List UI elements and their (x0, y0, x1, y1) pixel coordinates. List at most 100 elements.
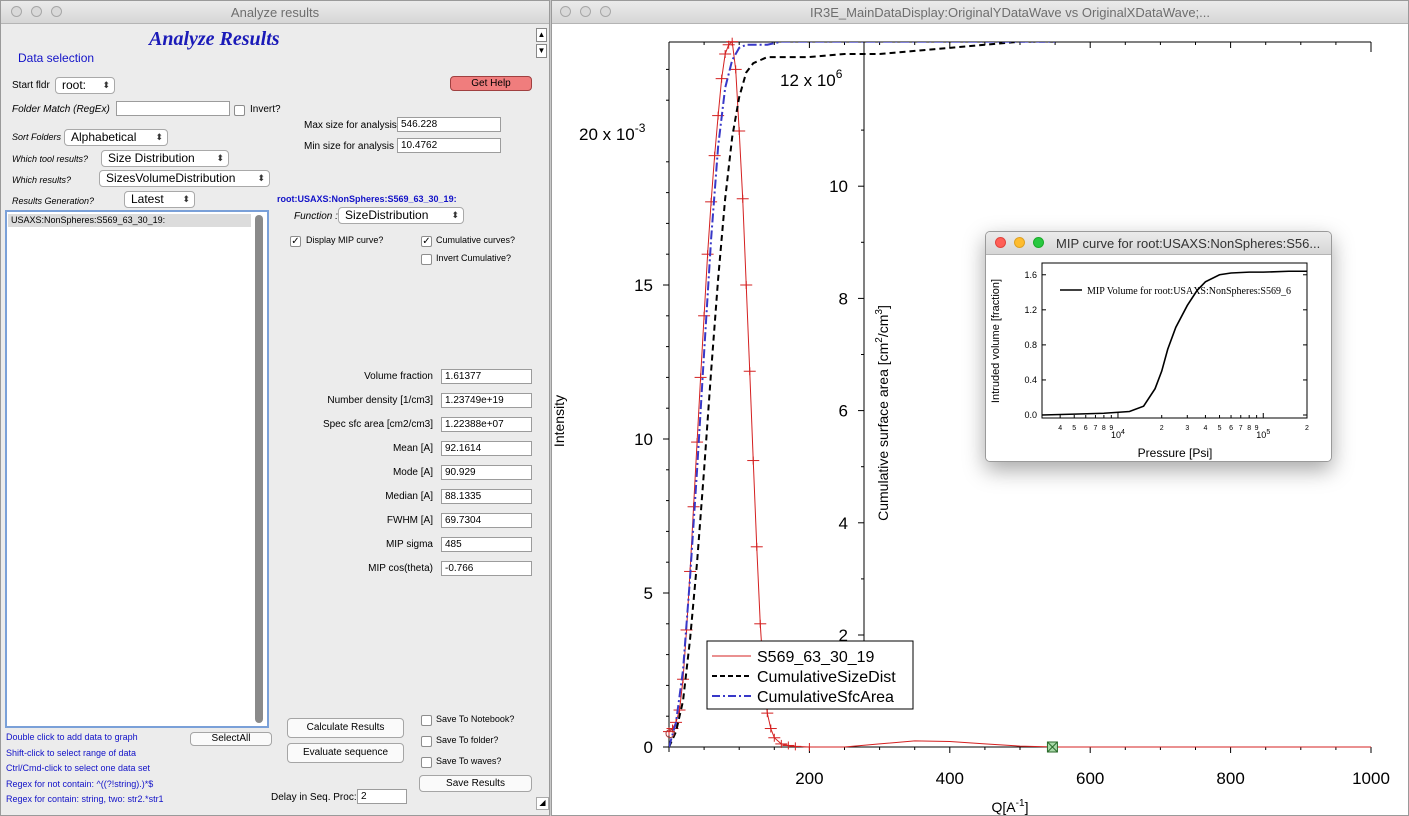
which-results-label: Which results? (12, 175, 72, 185)
function-select[interactable]: SizeDistribution ⬍ (338, 207, 464, 224)
function-value: SizeDistribution (345, 208, 429, 222)
y-left-tick-label: 0 (644, 738, 653, 757)
result-label: MIP cos(theta) (368, 563, 433, 574)
display-mip-label: Display MIP curve? (306, 235, 384, 245)
window-title: Analyze results (230, 5, 320, 20)
result-label: Volume fraction (364, 371, 433, 382)
series-line-1 (669, 42, 1056, 748)
close-icon[interactable] (11, 6, 22, 17)
mip-x-minor-label: 2 (1305, 425, 1309, 432)
display-mip-checkbox[interactable]: ✓ (290, 236, 301, 247)
x-tick-label: 400 (936, 769, 964, 788)
analyze-window-titlebar[interactable]: Analyze results (1, 1, 549, 24)
help-line: Shift-click to select range of data (6, 747, 137, 758)
sort-folders-label: Sort Folders (12, 132, 62, 142)
mip-x-axis-label: Pressure [Psi] (1138, 446, 1213, 460)
start-fldr-select[interactable]: root: ⬍ (55, 77, 115, 94)
calculate-results-button[interactable]: Calculate Results (287, 718, 404, 738)
save-waves-checkbox[interactable] (421, 757, 432, 768)
select-all-button[interactable]: SelectAll (190, 732, 272, 746)
sort-folders-value: Alphabetical (71, 130, 137, 144)
mip-frame (1041, 262, 1308, 419)
x-tick-label: 1000 (1352, 769, 1390, 788)
mip-series-line (1041, 270, 1307, 416)
y-right-axis-sup: 2 (874, 337, 885, 343)
scroll-down-icon[interactable]: ▼ (536, 44, 547, 58)
max-size-input[interactable]: 546.228 (397, 117, 501, 132)
result-value-field[interactable]: 1.22388e+07 (441, 417, 532, 432)
zoom-icon[interactable] (51, 6, 62, 17)
mip-x-minor-label: 6 (1229, 425, 1233, 432)
y-right-axis-label-tail: /cm (875, 315, 891, 338)
data-list[interactable]: USAXS:NonSpheres:S569_63_30_19: (5, 210, 269, 728)
chevron-down-icon: ⬍ (451, 210, 459, 220)
resize-grip-icon[interactable]: ◢ (536, 797, 549, 810)
save-notebook-checkbox[interactable] (421, 715, 432, 726)
which-results-select[interactable]: SizesVolumeDistribution ⬍ (99, 170, 270, 187)
cumulative-checkbox[interactable]: ✓ (421, 236, 432, 247)
results-gen-value: Latest (131, 192, 164, 206)
minimize-icon[interactable] (1014, 237, 1025, 248)
function-label: Function : (294, 211, 338, 222)
save-folder-checkbox[interactable] (421, 736, 432, 747)
graph-window-titlebar[interactable]: IR3E_MainDataDisplay:OriginalYDataWave v… (552, 1, 1408, 24)
help-line: Ctrl/Cmd-click to select one data set (6, 763, 151, 773)
save-results-button[interactable]: Save Results (419, 775, 532, 792)
close-icon[interactable] (560, 6, 571, 17)
mip-x-minor-label: 2 (1160, 425, 1164, 432)
result-value-field[interactable]: 69.7304 (441, 513, 532, 528)
mip-window: MIP curve for root:USAXS:NonSpheres:S56.… (985, 231, 1332, 462)
legend-label: S569_63_30_19 (757, 649, 875, 666)
mip-x-minor-label: 3 (1185, 425, 1189, 432)
result-value-field[interactable]: 92.1614 (441, 441, 532, 456)
mip-x-minor-label: 5 (1218, 425, 1222, 432)
sort-folders-select[interactable]: Alphabetical ⬍ (64, 129, 168, 146)
mip-window-titlebar[interactable]: MIP curve for root:USAXS:NonSpheres:S56.… (986, 232, 1331, 255)
cursor-a-icon (665, 729, 675, 739)
y-right-axis-label: Cumulative surface area [cm2/cm3] (874, 305, 891, 521)
main-chart[interactable]: 200 400 600 800 1000 0 5 10 15 2 4 6 8 10 20 x 10-3 12 … (552, 23, 1409, 816)
window-title: MIP curve for root:USAXS:NonSpheres:S56.… (1056, 236, 1321, 251)
result-value-field[interactable]: 1.23749e+19 (441, 393, 532, 408)
mip-x-minor-label: 5 (1072, 425, 1076, 432)
minimize-icon[interactable] (580, 6, 591, 17)
mip-y-tick-label: 0.0 (1024, 410, 1037, 420)
result-value-field[interactable]: 1.61377 (441, 369, 532, 384)
mip-x-major-label: 105 (1256, 429, 1270, 440)
result-value-field[interactable]: 90.929 (441, 465, 532, 480)
min-size-input[interactable]: 10.4762 (397, 138, 501, 153)
zoom-icon[interactable] (1033, 237, 1044, 248)
right-multiplier: 12 x 106 (780, 67, 843, 90)
result-label: Number density [1/cm3] (327, 395, 433, 406)
folder-match-input[interactable] (116, 101, 230, 116)
save-notebook-label: Save To Notebook? (436, 714, 515, 724)
mip-x-minor-label: 9 (1255, 425, 1259, 432)
zoom-icon[interactable] (600, 6, 611, 17)
y-right-tick-label: 4 (839, 514, 848, 533)
results-gen-select[interactable]: Latest ⬍ (124, 191, 195, 208)
scroll-arrows[interactable]: ▲ ▼ (536, 28, 547, 58)
result-value-field[interactable]: 88.1335 (441, 489, 532, 504)
which-results-value: SizesVolumeDistribution (106, 171, 236, 185)
x-axis-label-tail: ] (1025, 799, 1029, 815)
scroll-up-icon[interactable]: ▲ (536, 28, 547, 42)
invert-checkbox[interactable] (234, 105, 245, 116)
mip-x-minor-label: 7 (1094, 425, 1098, 432)
evaluate-sequence-button[interactable]: Evaluate sequence (287, 743, 404, 763)
invert-cumulative-checkbox[interactable] (421, 254, 432, 265)
x-axis-label-exp: -1 (1016, 798, 1025, 809)
minimize-icon[interactable] (31, 6, 42, 17)
delay-input[interactable]: 2 (357, 789, 407, 804)
list-scrollbar[interactable] (255, 215, 263, 723)
get-help-button[interactable]: Get Help (450, 76, 532, 91)
result-label: Mode [A] (392, 467, 433, 478)
close-icon[interactable] (995, 237, 1006, 248)
chevron-down-icon: ⬍ (155, 132, 163, 142)
help-line: Regex for not contain: ^((?!string).)*$ (6, 778, 154, 789)
which-tool-select[interactable]: Size Distribution ⬍ (101, 150, 229, 167)
result-value-field[interactable]: 485 (441, 537, 532, 552)
which-tool-value: Size Distribution (108, 151, 195, 165)
result-value-field[interactable]: -0.766 (441, 561, 532, 576)
list-item[interactable]: USAXS:NonSpheres:S569_63_30_19: (8, 214, 251, 227)
